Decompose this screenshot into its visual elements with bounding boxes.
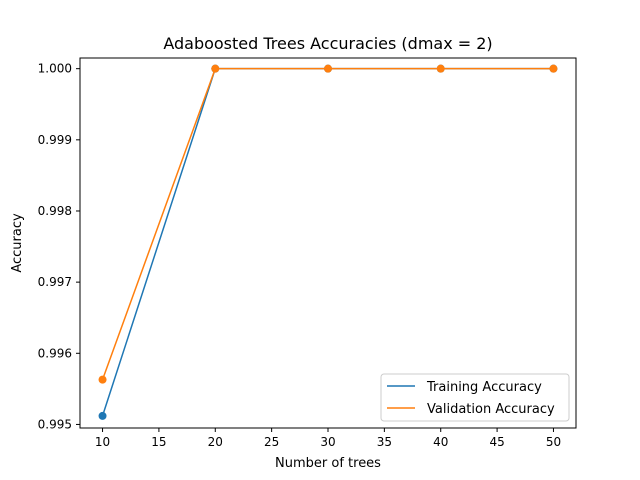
x-tick-label: 35 xyxy=(377,435,392,449)
x-axis: 10 15 20 25 30 35 40 45 50 xyxy=(95,428,561,449)
legend-label-training: Training Accuracy xyxy=(426,380,542,395)
x-tick-label: 20 xyxy=(208,435,223,449)
x-tick-label: 10 xyxy=(95,435,110,449)
x-tick-label: 45 xyxy=(489,435,504,449)
x-tick-label: 15 xyxy=(151,435,166,449)
y-tick-label: 0.999 xyxy=(38,133,72,147)
y-tick-label: 0.995 xyxy=(38,417,72,431)
y-tick-label: 0.997 xyxy=(38,275,72,289)
data-point-validation xyxy=(324,64,332,73)
legend-box xyxy=(380,373,570,422)
data-point-training xyxy=(98,411,107,420)
data-point-validation xyxy=(211,64,220,73)
x-axis-label: Number of trees xyxy=(275,456,381,471)
x-tick-label: 50 xyxy=(546,435,561,449)
legend-label-validation: Validation Accuracy xyxy=(427,402,555,417)
legend: Training Accuracy Validation Accuracy xyxy=(380,373,570,422)
y-tick-label: 1.000 xyxy=(38,62,72,76)
data-point-validation xyxy=(549,64,558,73)
x-tick-label: 25 xyxy=(264,435,279,449)
y-tick-label: 0.998 xyxy=(38,204,72,218)
data-point-validation xyxy=(436,64,445,73)
y-tick-label: 0.996 xyxy=(38,346,72,360)
x-tick-label: 30 xyxy=(320,435,335,449)
series-line-training xyxy=(101,67,554,417)
y-axis-label: Accuracy xyxy=(10,213,25,273)
data-point-validation xyxy=(98,375,107,384)
plot-frame xyxy=(79,57,577,429)
x-tick-label: 40 xyxy=(433,435,448,449)
series-line-validation xyxy=(101,67,554,380)
chart-title: Adaboosted Trees Accuracies (dmax = 2) xyxy=(163,34,492,53)
series-layer xyxy=(98,64,558,420)
y-axis: 0.995 0.996 0.997 0.998 0.999 1.000 xyxy=(38,62,80,431)
